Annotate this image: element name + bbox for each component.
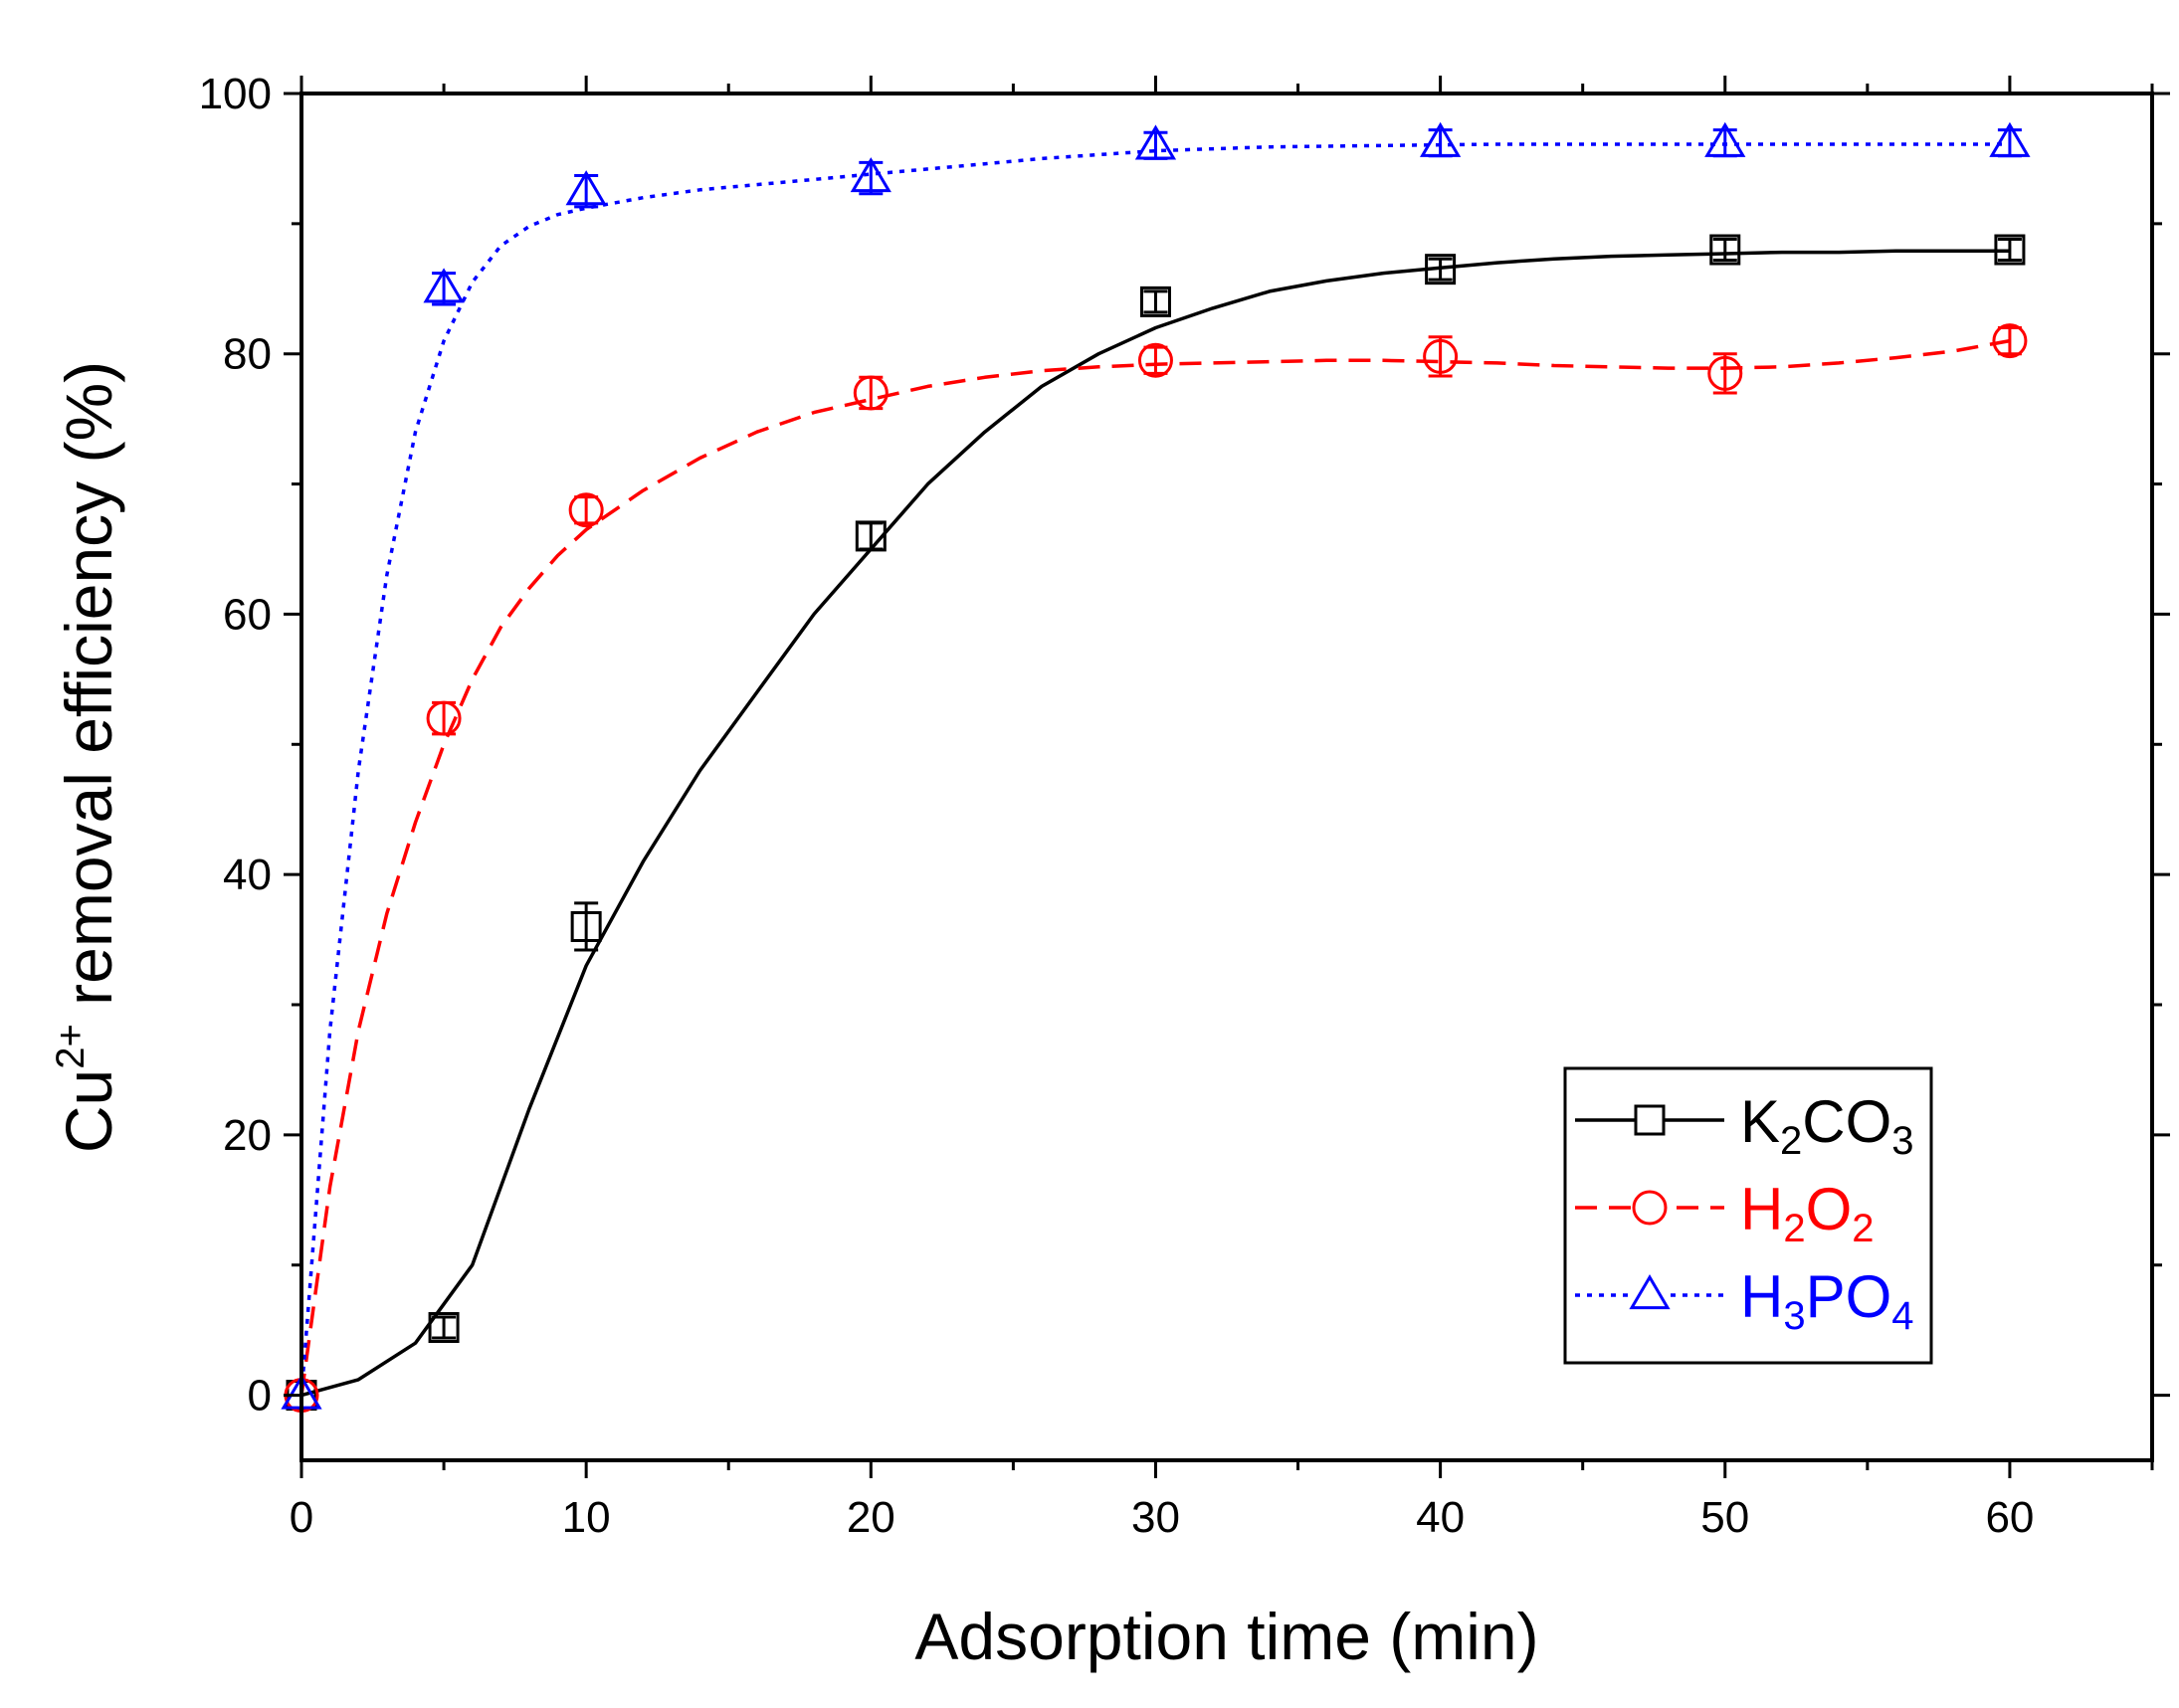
x-tick-label: 30 bbox=[1131, 1493, 1180, 1542]
x-tick-label: 0 bbox=[290, 1493, 313, 1542]
data-point-K2CO3 bbox=[1425, 254, 1457, 285]
legend-label-H3PO4: H3PO4 bbox=[1740, 1263, 1914, 1338]
data-point-H2O2 bbox=[568, 492, 604, 528]
data-point-K2CO3 bbox=[570, 910, 602, 942]
data-point-H2O2 bbox=[1707, 355, 1743, 391]
y-tick-label: 60 bbox=[223, 590, 272, 639]
data-point-H3PO4 bbox=[1989, 121, 2031, 157]
legend-marker-H3PO4 bbox=[1629, 1274, 1671, 1310]
legend-label-K2CO3: K2CO3 bbox=[1740, 1088, 1914, 1163]
y-tick-label: 0 bbox=[248, 1372, 272, 1421]
x-tick-label: 20 bbox=[847, 1493, 895, 1542]
y-tick-label: 20 bbox=[223, 1111, 272, 1160]
data-point-K2CO3 bbox=[1139, 285, 1171, 317]
y-tick-label: 80 bbox=[223, 330, 272, 379]
data-point-K2CO3 bbox=[1994, 234, 2026, 266]
x-tick-label: 10 bbox=[562, 1493, 611, 1542]
y-axis-title-rest: removal efficiency (%) bbox=[52, 361, 125, 1024]
x-axis-title: Adsorption time (min) bbox=[914, 1600, 1538, 1673]
data-point-H3PO4 bbox=[423, 268, 465, 303]
x-tick-label: 50 bbox=[1700, 1493, 1749, 1542]
y-tick-label: 40 bbox=[223, 851, 272, 899]
data-point-H2O2 bbox=[1992, 323, 2028, 359]
plot-frame bbox=[299, 92, 2154, 1462]
y-axis-title: Cu2+ removal efficiency (%) bbox=[49, 361, 125, 1153]
legend: K2CO3 H2O2 H3PO4 bbox=[1563, 1066, 1933, 1365]
series-curve-H2O2 bbox=[299, 338, 2011, 1396]
data-point-K2CO3 bbox=[855, 520, 887, 552]
data-point-K2CO3 bbox=[1709, 234, 1741, 266]
data-point-H3PO4 bbox=[850, 157, 891, 193]
y-axis-title-sup: 2+ bbox=[49, 1024, 93, 1069]
data-point-H2O2 bbox=[1423, 338, 1459, 374]
data-point-H2O2 bbox=[853, 375, 889, 411]
data-point-H3PO4 bbox=[565, 170, 607, 206]
legend-box bbox=[1563, 1066, 1933, 1365]
legend-label-H2O2: H2O2 bbox=[1740, 1176, 1875, 1250]
legend-marker-K2CO3 bbox=[1634, 1104, 1666, 1136]
data-point-K2CO3 bbox=[428, 1312, 460, 1344]
data-point-H3PO4 bbox=[1704, 121, 1746, 157]
y-axis-title-base: Cu bbox=[52, 1069, 125, 1153]
data-point-H2O2 bbox=[426, 700, 462, 736]
data-point-H3PO4 bbox=[1419, 121, 1462, 157]
x-tick-label: 60 bbox=[1985, 1493, 2034, 1542]
data-point-H3PO4 bbox=[1134, 124, 1177, 160]
data-point-H2O2 bbox=[1137, 342, 1173, 378]
x-tick-label: 40 bbox=[1416, 1493, 1465, 1542]
y-tick-label: 100 bbox=[199, 70, 272, 118]
legend-marker-H2O2 bbox=[1632, 1190, 1668, 1226]
